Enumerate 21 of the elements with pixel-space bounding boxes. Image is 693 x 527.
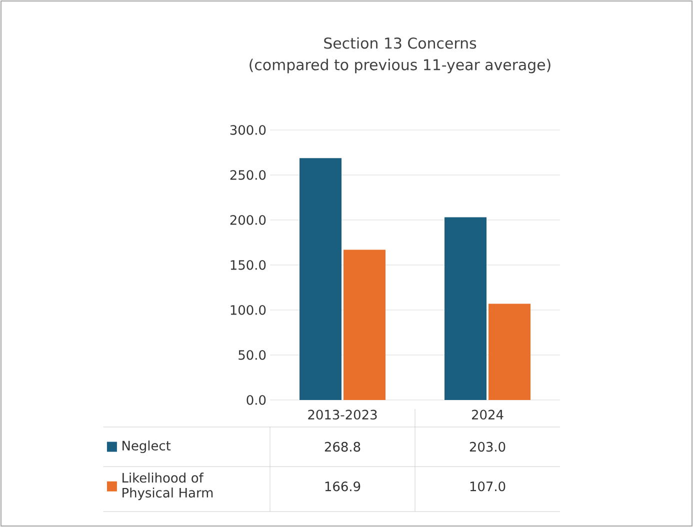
data-label: 268.8: [324, 442, 360, 452]
legend-label: Likelihood of Physical Harm: [122, 472, 213, 500]
data-label: 203.0: [470, 442, 506, 452]
data-label: 107.0: [470, 481, 506, 492]
y-tick-label: 50.0: [238, 350, 266, 360]
y-tick-label: 100.0: [230, 305, 266, 315]
chart-title: Section 13 Concerns: [324, 37, 476, 49]
y-tick-label: 300.0: [230, 125, 266, 135]
x-tick-label: 2024: [472, 410, 504, 420]
bar: [488, 304, 531, 400]
y-tick-label: 150.0: [230, 260, 266, 270]
y-tick-label: 250.0: [230, 170, 266, 180]
x-tick-label: 2013-2023: [308, 410, 377, 420]
y-tick-label: 200.0: [230, 215, 266, 225]
bar: [444, 217, 487, 400]
legend-label: Neglect: [122, 440, 171, 454]
y-tick-label: 0.0: [246, 395, 266, 405]
chart-subtitle: (compared to previous 11-year average): [250, 58, 550, 74]
bar: [344, 250, 386, 400]
data-label: 166.9: [325, 481, 360, 492]
bar: [300, 158, 342, 400]
